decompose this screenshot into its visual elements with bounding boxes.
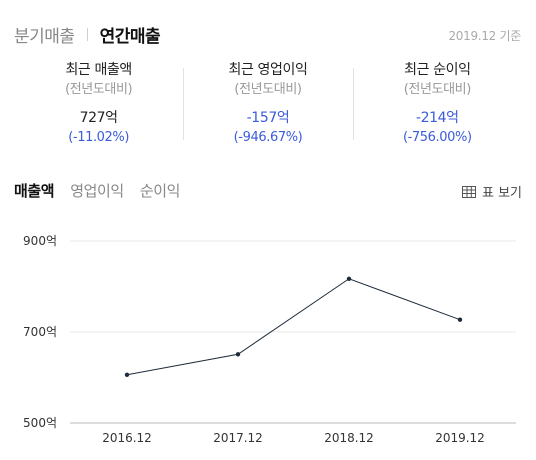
tab-divider (86, 27, 88, 41)
revenue-line-chart: 900억 700억 500억 2016.12 2017.12 2018.12 2019.12 (23, 234, 516, 445)
table-view-label: 표 보기 (481, 186, 522, 201)
base-date-label: 2019.12 기준 (448, 29, 521, 43)
metric-change: (-946.67%) (233, 130, 303, 145)
metric-title: 최근 순이익 (404, 62, 471, 78)
chart-tabs: 매출액 영업이익 순이익 (14, 180, 180, 201)
metric-subtitle: (전년도대비) (403, 82, 472, 97)
metric-change: (-756.00%) (402, 130, 472, 145)
x-tick-label: 2016.12 (102, 431, 152, 445)
metric-title: 최근 매출액 (65, 62, 132, 78)
x-tick-label: 2018.12 (324, 431, 374, 445)
metric-value: 727억 (79, 110, 118, 126)
y-tick-label: 700억 (23, 325, 57, 339)
metrics-summary: 최근 매출액 (전년도대비) 727억 (-11.02%) 최근 영업이익 (전… (14, 60, 522, 145)
tab-operating-profit[interactable]: 영업이익 (70, 182, 124, 200)
metric-revenue: 최근 매출액 (전년도대비) 727억 (-11.02%) (14, 60, 183, 145)
revenue-series-line (126, 278, 461, 376)
metric-subtitle: (전년도대비) (234, 82, 302, 97)
table-icon (461, 185, 476, 198)
metric-change: (-11.02%) (68, 130, 130, 145)
metric-operating-profit: 최근 영업이익 (전년도대비) -157억 (-946.67%) (183, 60, 352, 145)
metric-title: 최근 영업이익 (228, 62, 308, 78)
data-point (235, 352, 241, 357)
y-tick-label: 500억 (23, 416, 57, 430)
data-point (346, 276, 352, 281)
y-tick-label: 900억 (23, 234, 57, 248)
metric-value: -157억 (246, 110, 290, 126)
data-point (124, 372, 130, 377)
tab-net-profit[interactable]: 순이익 (139, 182, 181, 200)
period-tabs: 분기매출 연간매출 (14, 22, 161, 47)
table-view-button[interactable]: 표 보기 (461, 182, 522, 201)
x-tick-label: 2019.12 (435, 431, 485, 445)
metric-subtitle: (전년도대비) (65, 82, 133, 97)
metric-value: -214억 (415, 110, 459, 126)
x-tick-label: 2017.12 (213, 431, 263, 445)
metric-net-profit: 최근 순이익 (전년도대비) -214억 (-756.00%) (352, 60, 522, 145)
data-point (457, 317, 463, 322)
tab-quarterly-revenue[interactable]: 분기매출 (14, 26, 75, 47)
tab-annual-revenue[interactable]: 연간매출 (99, 26, 161, 47)
tab-revenue[interactable]: 매출액 (14, 182, 55, 200)
